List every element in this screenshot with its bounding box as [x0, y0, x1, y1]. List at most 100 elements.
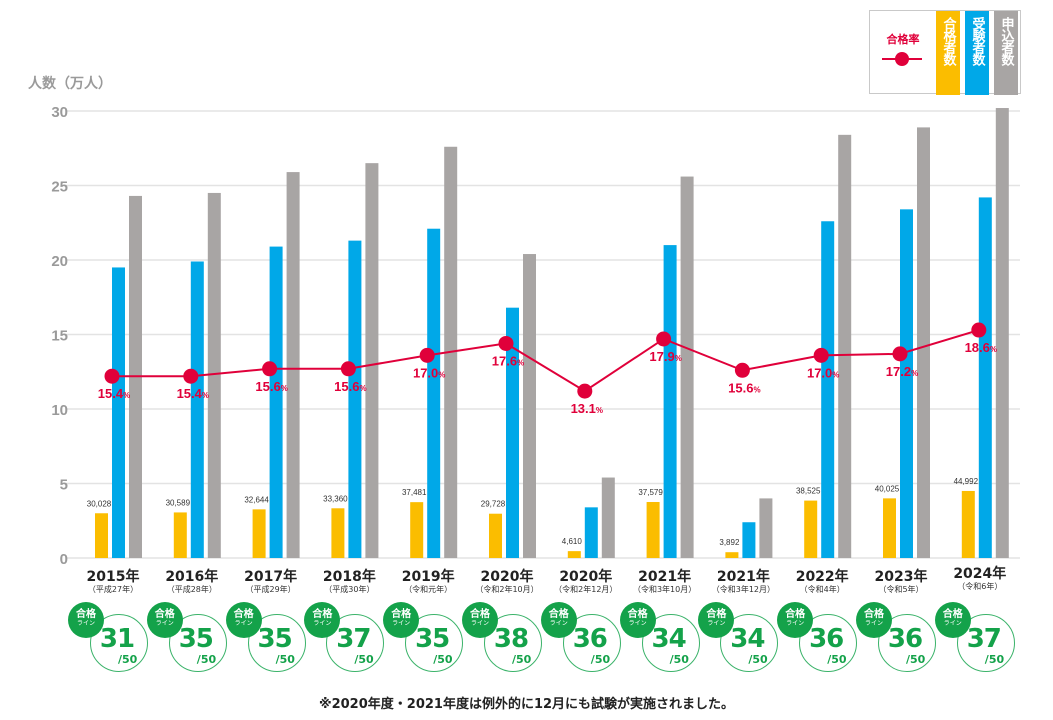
- x-axis-year: 2020年: [559, 569, 613, 585]
- pass-line-score: 34: [651, 624, 687, 654]
- rate-label: 17.0%: [413, 365, 445, 380]
- x-axis-label: 2015年 （平成27年）: [68, 569, 158, 595]
- bar-examinees: [821, 221, 835, 558]
- pass-line-denominator: /50: [196, 653, 217, 666]
- pass-line-badge: 合格 ライン 34/50: [619, 602, 710, 692]
- pass-line-score: 34: [730, 624, 765, 654]
- y-tick-labels: 0 5 10 15 20 25 30: [51, 104, 68, 568]
- x-axis-label: 2018年 （平成30年）: [304, 569, 394, 595]
- rate-label: 15.4%: [177, 386, 209, 401]
- pass-line-tag-top: 合格: [864, 609, 884, 620]
- pass-line-denominator: /50: [669, 653, 689, 666]
- legend-passers: 合格者数: [936, 11, 960, 95]
- bar-applicants: [601, 477, 615, 558]
- bar-passers: [95, 513, 108, 558]
- pass-line-score: 36: [572, 624, 608, 654]
- pass-line-tag: 合格 ライン: [462, 602, 498, 638]
- pass-line-tag: 合格 ライン: [540, 602, 577, 638]
- pass-line-tag-top: 合格: [470, 609, 490, 620]
- bar-value-label: 37,481: [402, 488, 427, 497]
- pass-line-ring: [562, 614, 621, 672]
- pass-line-denominator: /50: [906, 653, 926, 666]
- pass-line-denominator: /50: [827, 653, 847, 666]
- x-axis-year: 2023年: [874, 569, 928, 585]
- x-axis-label: 2017年 （平成29年）: [226, 569, 316, 595]
- pass-line-badge: 合格 ライン 34/50: [698, 602, 788, 692]
- x-axis-label: 2020年 （令和2年12月）: [541, 569, 631, 595]
- bar-value-label: 4,610: [562, 537, 583, 546]
- x-axis-year: 2021年: [638, 569, 692, 585]
- bar-passers: [725, 552, 739, 558]
- legend: 合格率 合格者数 受験者数 申込者数: [869, 10, 1021, 95]
- pass-line-tag-top: 合格: [548, 609, 569, 620]
- bar-applicants: [286, 172, 300, 558]
- y-tick-label: 30: [51, 104, 68, 121]
- bar-examinees: [269, 246, 283, 558]
- bar-passers: [646, 502, 660, 558]
- bar-applicants: [759, 498, 773, 558]
- rate-point: [656, 331, 672, 347]
- legend-applicants: 申込者数: [994, 11, 1018, 95]
- bar-passers: [961, 490, 975, 558]
- pass-line-score: 36: [887, 624, 923, 654]
- rate-label: 18.6%: [965, 340, 997, 355]
- x-axis-label: 2023年 （令和5年）: [856, 569, 946, 595]
- y-tick-label: 0: [60, 551, 68, 568]
- rate-label: 17.2%: [886, 364, 918, 379]
- bar-passers: [489, 513, 502, 558]
- x-axis-label: 2021年 （令和3年10月）: [620, 569, 710, 595]
- rate-label: 15.6%: [334, 379, 366, 394]
- pass-line-tag-top: 合格: [233, 609, 254, 620]
- pass-line-score: 37: [336, 624, 371, 654]
- bar-applicants: [365, 163, 379, 558]
- pass-line-badge: 合格 ライン 36/50: [777, 602, 867, 692]
- rate-point: [892, 346, 908, 362]
- pass-line-denominator: /50: [590, 653, 611, 666]
- pass-line-tag-top: 合格: [76, 609, 96, 620]
- pass-line-denominator: /50: [354, 653, 374, 666]
- bars: [95, 108, 1009, 559]
- rate-point: [419, 347, 435, 363]
- rate-point: [183, 368, 199, 384]
- pass-line-badge: 合格 ライン 31/50: [68, 602, 158, 692]
- bar-examinees: [190, 261, 204, 558]
- pass-line-tag-bottom: ライン: [628, 620, 647, 627]
- x-axis-label: 2024年 （令和6年）: [935, 566, 1025, 592]
- bar-examinees: [978, 197, 992, 559]
- bar-examinees: [506, 307, 519, 558]
- x-axis-era: （平成28年）: [166, 585, 217, 594]
- pass-line-tag: 合格 ライン: [383, 602, 420, 638]
- pass-line-tag: 合格 ライン: [934, 602, 971, 638]
- legend-rate-label: 合格率: [886, 33, 920, 46]
- rate-point: [813, 347, 829, 363]
- x-axis-year: 2017年: [244, 569, 298, 585]
- rate-point: [340, 361, 356, 377]
- rate-point: [262, 361, 278, 377]
- y-tick-label: 25: [51, 179, 68, 196]
- bar-passers: [173, 512, 187, 558]
- bar-passers: [567, 551, 581, 558]
- y-tick-label: 15: [51, 328, 68, 345]
- y-tick-label: 10: [51, 402, 68, 419]
- bar-value-label: 3,892: [719, 538, 740, 547]
- pass-line-tag-bottom: ライン: [864, 620, 883, 627]
- pass-line-tag-top: 合格: [627, 609, 648, 620]
- pass-line-tag-top: 合格: [706, 609, 727, 620]
- rate-point: [577, 383, 593, 399]
- rate-label: 17.9%: [649, 349, 681, 364]
- x-axis-year: 2018年: [322, 569, 376, 585]
- x-axis-era: （平成29年）: [245, 585, 296, 594]
- pass-line-tag-bottom: ライン: [943, 620, 962, 627]
- x-axis-year: 2020年: [480, 569, 534, 585]
- pass-line-denominator: /50: [118, 653, 138, 666]
- rate-label: 13.1%: [571, 401, 603, 416]
- bar-passers: [410, 502, 424, 558]
- x-axis-era: （令和元年）: [404, 585, 453, 594]
- y-tick-label: 5: [60, 477, 68, 494]
- bar-examinees: [663, 245, 677, 558]
- bar-value-label: 44,992: [954, 477, 979, 486]
- x-axis-era: （令和4年）: [799, 585, 845, 594]
- x-axis-era: （令和2年10月）: [475, 585, 539, 594]
- rate-line: 15.4% 15.4% 15.6% 15.6% 17.0% 17.6% 13.1% 17.9%…: [98, 322, 997, 416]
